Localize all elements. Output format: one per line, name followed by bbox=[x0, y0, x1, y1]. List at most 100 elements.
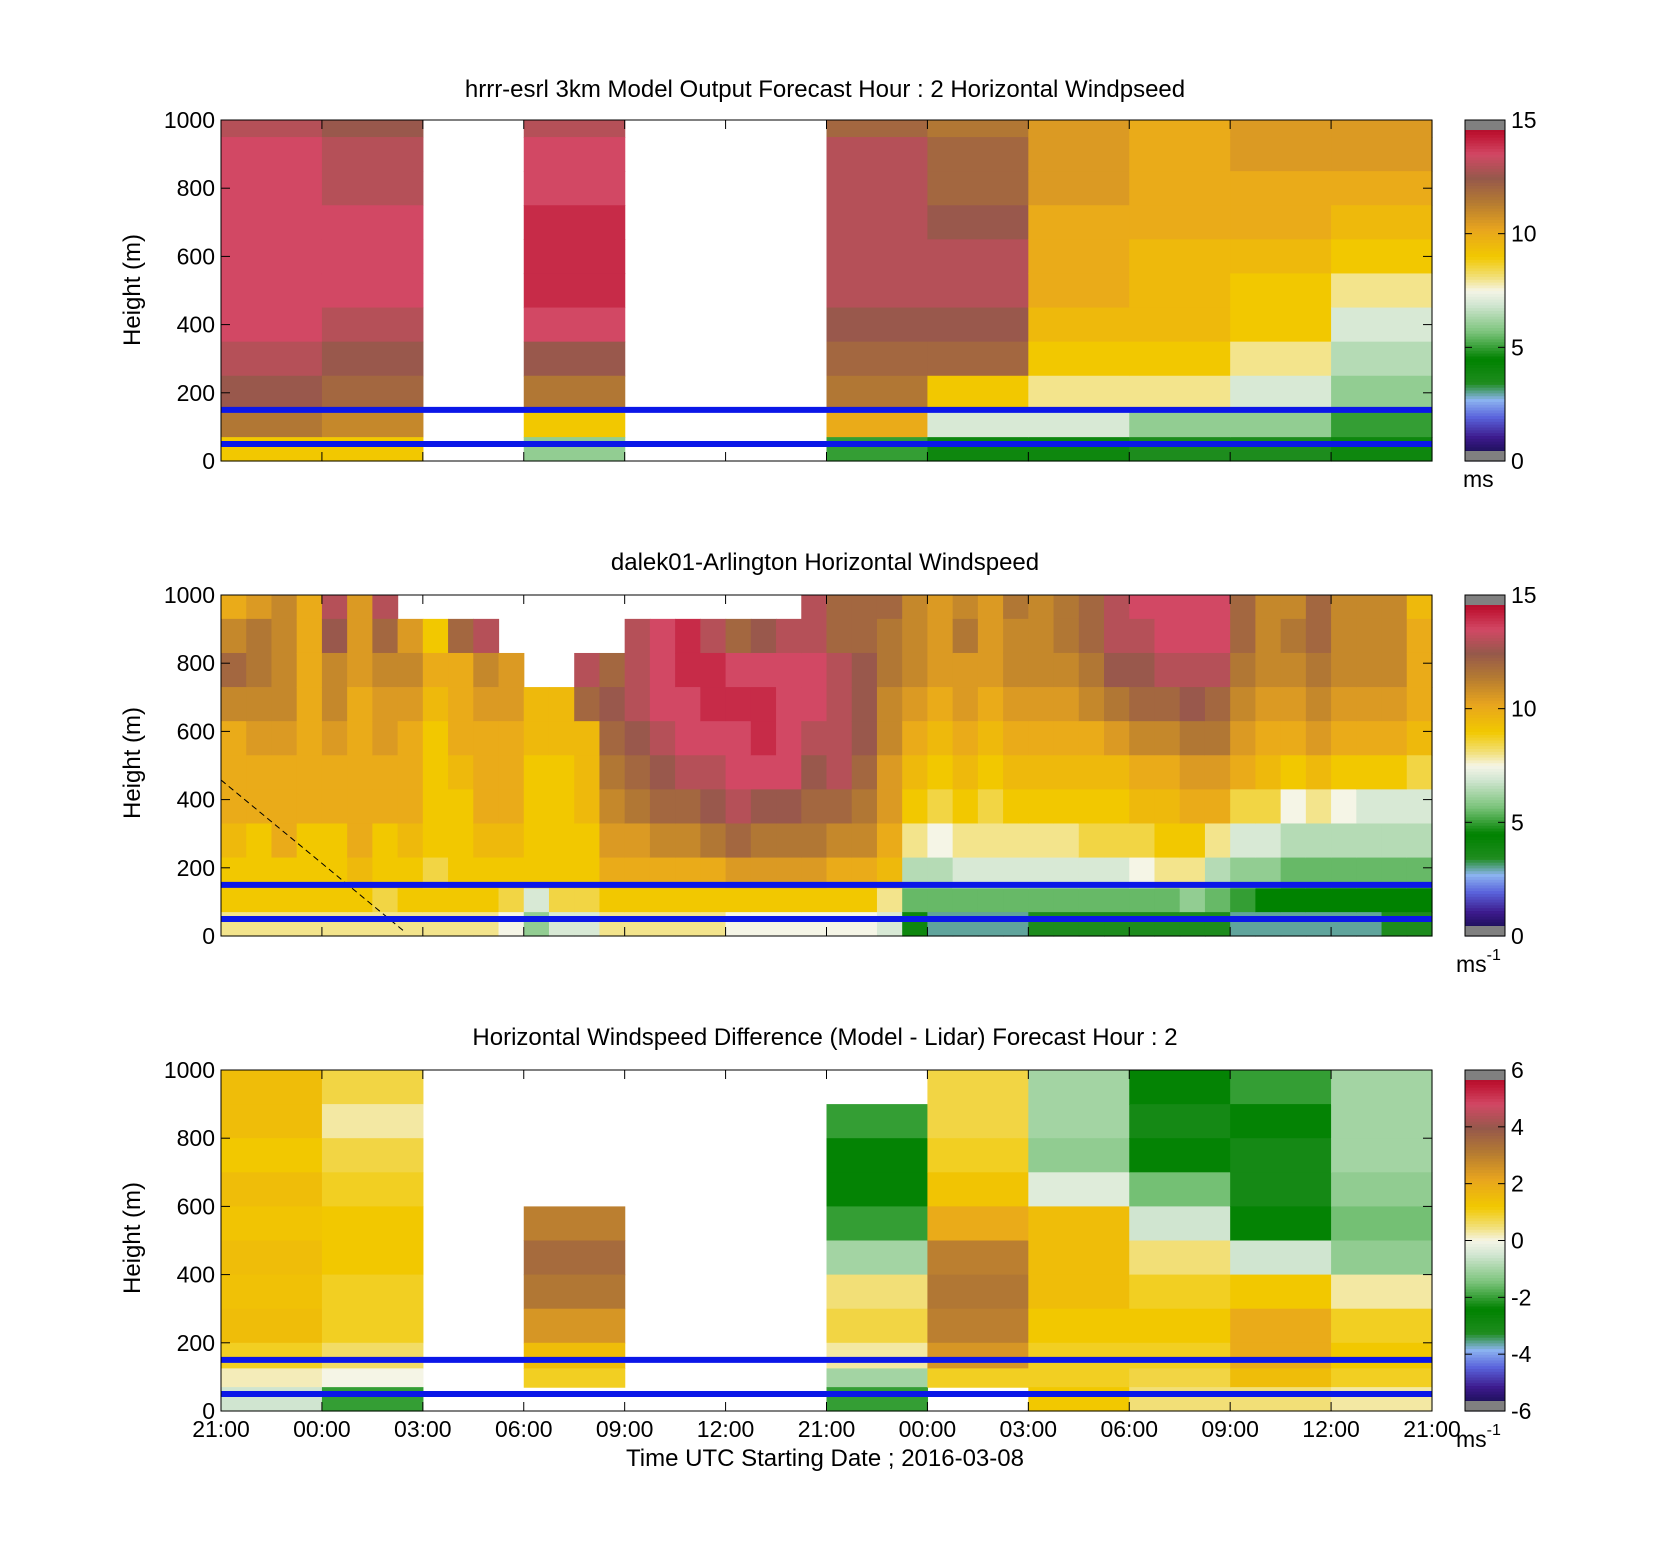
colorbar-segment bbox=[1465, 722, 1505, 727]
colorbar-segment bbox=[1465, 128, 1505, 132]
heatmap-cell bbox=[1028, 789, 1055, 825]
heatmap-cell bbox=[1356, 823, 1383, 859]
colorbar-segment bbox=[1465, 1206, 1505, 1210]
heatmap-cell bbox=[347, 687, 373, 722]
heatmap-cell bbox=[548, 721, 575, 756]
colorbar-segment bbox=[1465, 1231, 1505, 1236]
heatmap-cell bbox=[1154, 595, 1181, 620]
colorbar-segment bbox=[1465, 1357, 1505, 1361]
heatmap-cell bbox=[1078, 595, 1105, 620]
colorbar-segment bbox=[1465, 867, 1505, 872]
heatmap-cell bbox=[321, 687, 348, 722]
colorbar-segment bbox=[1465, 1305, 1505, 1310]
colorbar-segment bbox=[1465, 1234, 1505, 1239]
colorbar-segment bbox=[1465, 1084, 1505, 1088]
colorbar-segment bbox=[1465, 239, 1505, 243]
colorbar-segment bbox=[1465, 1186, 1505, 1190]
heatmap-cell bbox=[448, 618, 474, 654]
heatmap-cell bbox=[776, 618, 802, 654]
colorbar-segment bbox=[1465, 395, 1505, 400]
heatmap-cell bbox=[422, 687, 449, 722]
heatmap-cell bbox=[876, 652, 903, 688]
heatmap-cell bbox=[321, 1138, 424, 1173]
heatmap-cell bbox=[1129, 1240, 1231, 1276]
heatmap-cell bbox=[422, 618, 449, 654]
colorbar-segment bbox=[1465, 1393, 1505, 1398]
heatmap-cell bbox=[296, 618, 323, 654]
colorbar-segment bbox=[1465, 1288, 1505, 1293]
colorbar-segment bbox=[1465, 697, 1505, 701]
colorbar-segment bbox=[1465, 1351, 1505, 1355]
colorbar-segment bbox=[1465, 836, 1505, 840]
reference-lines bbox=[221, 406, 1432, 447]
colorbar-tick-label: 0 bbox=[1511, 1228, 1524, 1254]
colorbar-segment bbox=[1465, 1192, 1505, 1196]
heatmap-cell bbox=[649, 755, 676, 790]
heatmap-cell bbox=[1331, 721, 1357, 756]
colorbar-segment bbox=[1465, 700, 1505, 704]
heatmap-cell bbox=[1129, 789, 1156, 825]
colorbar-segment bbox=[1465, 213, 1505, 218]
heatmap-cell bbox=[826, 912, 853, 937]
colorbar-segment bbox=[1465, 1138, 1505, 1142]
heatmap-cell bbox=[1255, 789, 1282, 825]
colorbar-segment bbox=[1465, 1146, 1505, 1151]
colorbar-segment bbox=[1465, 1371, 1505, 1375]
heatmap-cell bbox=[826, 595, 853, 620]
colorbar-segment bbox=[1465, 310, 1505, 314]
heatmap-cell bbox=[750, 888, 777, 913]
colorbar-unit: ms bbox=[1463, 466, 1494, 492]
colorbar-segment bbox=[1465, 819, 1505, 823]
heatmap-cell bbox=[498, 789, 525, 825]
heatmap-cell bbox=[1129, 341, 1231, 377]
colorbar-segment bbox=[1465, 1177, 1505, 1182]
heatmap-cell bbox=[1230, 618, 1256, 654]
colorbar-segment bbox=[1465, 159, 1505, 164]
colorbar-segment bbox=[1465, 796, 1505, 801]
x-tick-label: 03:00 bbox=[1000, 1416, 1058, 1442]
heatmap-cell bbox=[347, 823, 373, 859]
heatmap-cell bbox=[826, 687, 853, 722]
heatmap-cell bbox=[826, 409, 929, 438]
x-tick-label: 21:00 bbox=[1403, 1416, 1461, 1442]
heatmap-cell bbox=[1204, 755, 1231, 790]
heatmap-cell bbox=[725, 618, 752, 654]
heatmap-cell bbox=[927, 1240, 1029, 1276]
heatmap-cell bbox=[422, 755, 449, 790]
colorbar-segment bbox=[1465, 1320, 1505, 1324]
heatmap-cell bbox=[473, 823, 500, 859]
heatmap-cell bbox=[221, 888, 247, 913]
colorbar-segment bbox=[1465, 845, 1505, 849]
heatmap-cell bbox=[1078, 618, 1105, 654]
heatmap-cell bbox=[1129, 437, 1231, 462]
heatmap-cell bbox=[1305, 912, 1332, 937]
heatmap-cell bbox=[927, 409, 1029, 438]
colorbar-segment bbox=[1465, 702, 1505, 707]
heatmap-cell bbox=[801, 721, 828, 756]
colorbar-segment bbox=[1465, 1263, 1505, 1267]
heatmap-cell bbox=[1028, 687, 1055, 722]
x-tick-label: 00:00 bbox=[899, 1416, 957, 1442]
colorbar-segment bbox=[1465, 225, 1505, 229]
heatmap-cell bbox=[1104, 721, 1130, 756]
heatmap-cell bbox=[1179, 721, 1206, 756]
heatmap-cell bbox=[927, 1138, 1029, 1173]
heatmap-cell bbox=[1078, 888, 1105, 913]
heatmap-cell bbox=[826, 437, 929, 462]
colorbar-segment bbox=[1465, 825, 1505, 829]
heatmap-cell bbox=[448, 652, 474, 688]
heatmap-cell bbox=[548, 789, 575, 825]
heatmap-cell bbox=[750, 721, 777, 756]
heatmap-cell bbox=[1305, 595, 1332, 620]
colorbar-segment bbox=[1465, 372, 1505, 377]
panel-lidar: dalek01-Arlington Horizontal Windspeed H… bbox=[119, 549, 1537, 977]
colorbar-segment bbox=[1465, 847, 1505, 852]
heatmap-cell bbox=[372, 687, 399, 722]
heatmap-cell bbox=[675, 652, 701, 688]
colorbar-segment bbox=[1465, 1126, 1505, 1131]
panel-title: dalek01-Arlington Horizontal Windspeed bbox=[611, 549, 1039, 576]
heatmap-cell bbox=[927, 721, 954, 756]
colorbar-segment bbox=[1465, 367, 1505, 371]
panel-title: hrrr-esrl 3km Model Output Forecast Hour… bbox=[465, 76, 1185, 103]
heatmap-cell bbox=[1003, 721, 1029, 756]
